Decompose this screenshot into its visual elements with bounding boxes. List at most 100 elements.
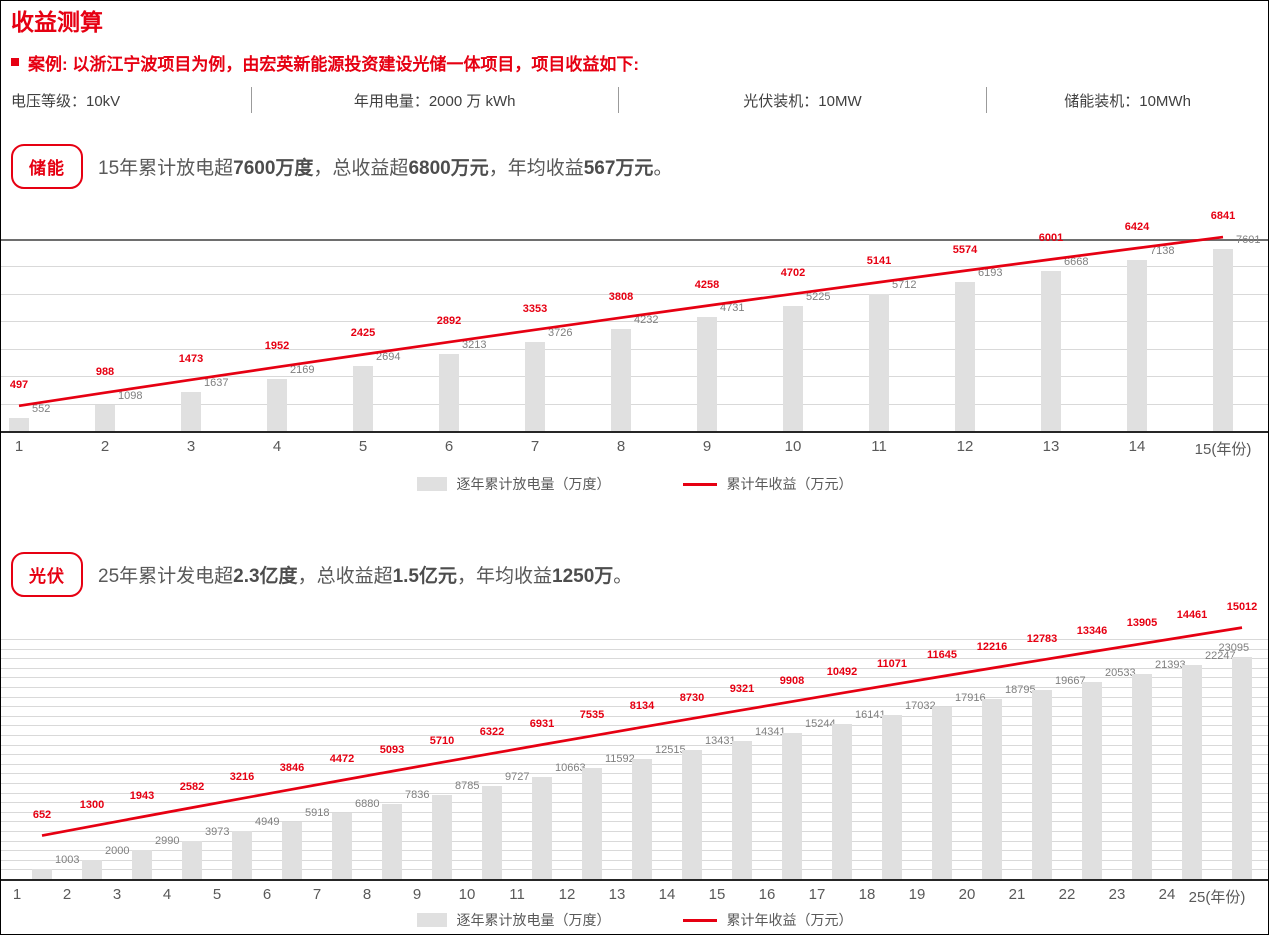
bar — [182, 840, 202, 879]
bar-value-label: 6880 — [355, 797, 380, 810]
info-divider — [250, 87, 252, 113]
line-value-label: 1952 — [264, 340, 290, 353]
x-axis-label: 10 — [784, 438, 802, 455]
title-segment: 1250万 — [552, 565, 614, 587]
bar-value-label: 3213 — [462, 338, 487, 351]
bar — [955, 282, 975, 431]
title-segment: 。 — [613, 565, 633, 587]
bar — [783, 305, 803, 431]
revenue-line — [41, 626, 1243, 837]
grid-line — [1, 348, 1268, 350]
line-legend-swatch-icon — [682, 918, 717, 922]
bar — [439, 353, 459, 431]
bar-value-label: 16141 — [855, 709, 886, 722]
x-axis-label: 12 — [956, 438, 974, 455]
bar — [382, 803, 402, 879]
title-segment: ，总收益超 — [313, 157, 409, 179]
line-value-label: 2892 — [436, 315, 462, 328]
bullet-square-icon — [11, 58, 19, 66]
grid-line — [1, 735, 1268, 736]
bar-value-label: 9727 — [505, 770, 530, 783]
x-axis-label: 11 — [509, 886, 525, 903]
line-value-label: 1943 — [129, 789, 155, 802]
grid-line — [1, 376, 1268, 378]
bar — [353, 366, 373, 431]
grid-line — [1, 658, 1268, 660]
line-value-label: 2582 — [179, 780, 205, 793]
bar — [869, 293, 889, 431]
line-value-label: 1473 — [178, 352, 204, 365]
bar — [882, 715, 902, 879]
bar — [682, 750, 702, 879]
bar — [82, 859, 102, 879]
line-value-label: 6841 — [1210, 210, 1236, 223]
line-value-label: 3353 — [522, 302, 548, 315]
title-segment: 1.5亿元 — [392, 565, 457, 587]
bar — [1032, 690, 1052, 879]
storage-section-title: 15年累计放电超7600万度，总收益超6800万元，年均收益567万元。 — [98, 153, 672, 180]
bar — [1127, 259, 1147, 431]
bar-value-label: 22247 — [1205, 650, 1236, 663]
bar — [132, 850, 152, 879]
line-value-label: 5141 — [866, 255, 892, 268]
x-axis-label: 5 — [212, 886, 222, 903]
bar-value-label: 18795 — [1005, 683, 1036, 696]
line-value-label: 14461 — [1176, 608, 1208, 621]
grid-line — [1, 639, 1268, 640]
bar-value-label: 6668 — [1064, 255, 1089, 268]
bar — [532, 776, 552, 879]
bar-value-label: 17032 — [905, 700, 936, 713]
title-segment: 567万元 — [583, 157, 654, 179]
bar — [332, 812, 352, 879]
title-segment: ，年均收益 — [457, 565, 553, 587]
line-value-label: 4472 — [329, 753, 355, 766]
grid-line — [1, 667, 1268, 669]
bar-value-label: 2694 — [376, 351, 401, 364]
pv-section-title: 25年累计发电超2.3亿度，总收益超1.5亿元，年均收益1250万。 — [98, 561, 632, 588]
bar — [1213, 248, 1233, 431]
x-axis-label: 15 — [708, 886, 726, 903]
line-value-label: 5710 — [429, 735, 455, 748]
grid-line — [1, 725, 1268, 727]
line-value-label: 15012 — [1226, 600, 1258, 613]
bar-value-label: 17916 — [955, 692, 986, 704]
bar — [732, 741, 752, 879]
x-axis-label: 23 — [1108, 886, 1126, 903]
x-axis-label: 3 — [112, 886, 122, 903]
bar — [932, 707, 952, 879]
bar-legend-label: 逐年累计放电量（万度） — [456, 476, 611, 492]
title-segment: 25年累计发电超 — [98, 565, 234, 587]
bar-value-label: 2000 — [105, 844, 130, 857]
title-segment: ，总收益超 — [297, 565, 393, 587]
line-value-label: 3846 — [279, 762, 305, 775]
x-axis-label: 4 — [272, 438, 282, 455]
grid-line — [1, 239, 1268, 241]
x-axis-label: 13 — [608, 886, 626, 903]
bar-value-label: 1098 — [118, 389, 143, 402]
grid-line — [1, 403, 1268, 405]
x-axis-label: 7 — [530, 438, 540, 455]
x-axis-label: 6 — [262, 886, 272, 903]
x-axis-label: 5 — [358, 438, 368, 455]
line-value-label: 7535 — [579, 708, 605, 721]
line-value-label: 9908 — [779, 674, 805, 687]
grid-line — [1, 677, 1268, 679]
storage-badge: 储能 — [11, 143, 83, 189]
line-value-label: 3216 — [229, 771, 255, 784]
bar-value-label: 5712 — [892, 278, 917, 291]
bar — [582, 767, 602, 879]
bar-value-label: 5918 — [305, 807, 330, 820]
x-axis-label: 6 — [444, 438, 454, 455]
bar — [232, 831, 252, 879]
storage-chart-legend: 逐年累计放电量（万度） 累计年收益（万元） — [1, 473, 1268, 495]
x-axis-line — [1, 431, 1268, 433]
line-value-label: 8730 — [679, 691, 705, 704]
title-segment: ，年均收益 — [488, 157, 584, 179]
bar-value-label: 7601 — [1236, 233, 1261, 246]
grid-line — [1, 648, 1268, 650]
line-value-label: 11645 — [927, 649, 957, 662]
bar-value-label: 2169 — [290, 363, 315, 376]
bar-value-label: 12515 — [655, 743, 686, 756]
x-axis-label: 12 — [558, 886, 576, 903]
storage-chart: 552 1 1098 2 1637 3 2169 4 2694 5 3213 6 3726 7 4232 8 4… — [1, 199, 1268, 458]
